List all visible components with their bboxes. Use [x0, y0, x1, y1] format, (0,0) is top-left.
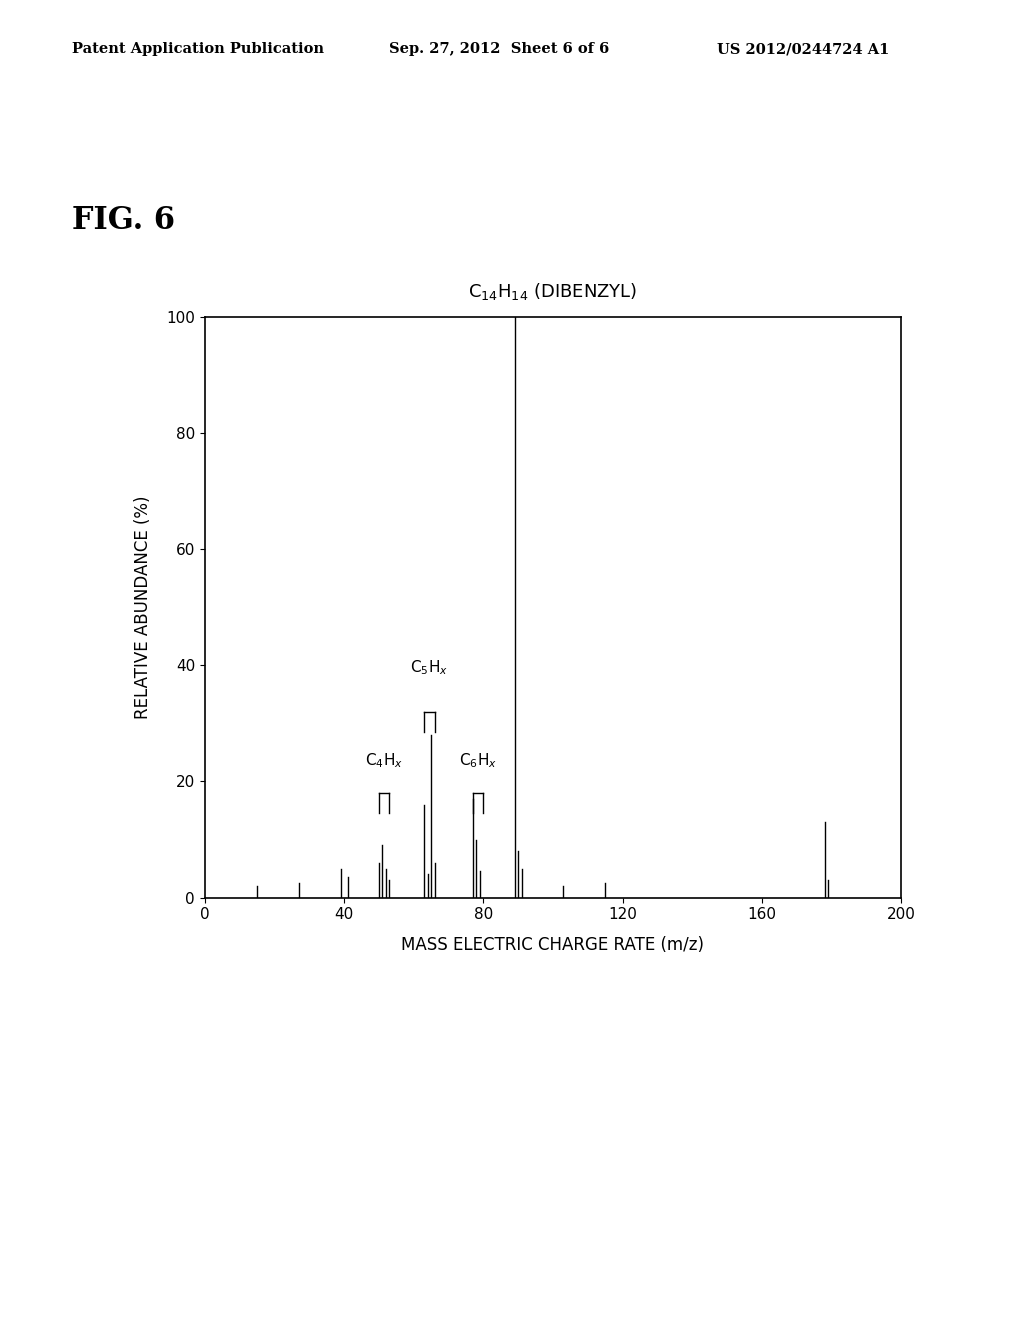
Text: US 2012/0244724 A1: US 2012/0244724 A1 — [717, 42, 889, 57]
Title: C$_{14}$H$_{14}$ (DIBENZYL): C$_{14}$H$_{14}$ (DIBENZYL) — [468, 281, 638, 302]
Text: C$_5$H$_x$: C$_5$H$_x$ — [411, 659, 449, 677]
Text: Sep. 27, 2012  Sheet 6 of 6: Sep. 27, 2012 Sheet 6 of 6 — [389, 42, 609, 57]
Y-axis label: RELATIVE ABUNDANCE (%): RELATIVE ABUNDANCE (%) — [134, 495, 153, 719]
X-axis label: MASS ELECTRIC CHARGE RATE (m/z): MASS ELECTRIC CHARGE RATE (m/z) — [401, 936, 705, 954]
Text: Patent Application Publication: Patent Application Publication — [72, 42, 324, 57]
Text: FIG. 6: FIG. 6 — [72, 205, 175, 235]
Text: C$_6$H$_x$: C$_6$H$_x$ — [459, 751, 497, 770]
Text: C$_4$H$_x$: C$_4$H$_x$ — [366, 751, 403, 770]
